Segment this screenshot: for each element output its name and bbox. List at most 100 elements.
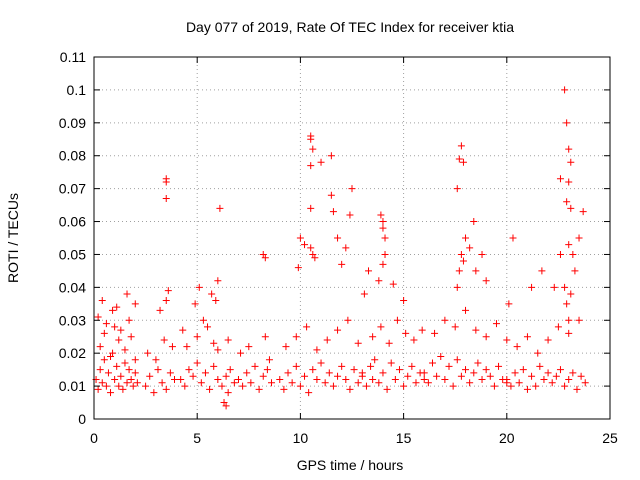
- data-point: [453, 356, 461, 364]
- data-point: [329, 208, 337, 216]
- data-point: [317, 359, 325, 367]
- data-point: [261, 333, 269, 341]
- data-point: [119, 385, 127, 393]
- data-point: [575, 316, 583, 324]
- data-point: [237, 349, 245, 357]
- data-point: [433, 372, 441, 380]
- data-point: [218, 382, 226, 390]
- data-point: [550, 283, 558, 291]
- y-tick-label: 0.02: [59, 345, 86, 361]
- data-point: [565, 145, 573, 153]
- data-point: [534, 349, 542, 357]
- data-point: [185, 366, 193, 374]
- data-point: [470, 369, 478, 377]
- data-point: [115, 382, 123, 390]
- data-point: [350, 366, 358, 374]
- data-point: [214, 277, 222, 285]
- data-point: [162, 297, 170, 305]
- data-point: [294, 264, 302, 272]
- data-point: [377, 211, 385, 219]
- data-point: [321, 379, 329, 387]
- data-point: [482, 277, 490, 285]
- data-point: [160, 336, 168, 344]
- data-point: [561, 283, 569, 291]
- data-point: [102, 382, 110, 390]
- data-point: [441, 376, 449, 384]
- data-point: [420, 376, 428, 384]
- data-point: [234, 376, 242, 384]
- data-point: [307, 204, 315, 212]
- data-point: [556, 366, 564, 374]
- data-point: [573, 385, 581, 393]
- data-point: [369, 376, 377, 384]
- data-point: [389, 280, 397, 288]
- data-point: [342, 376, 350, 384]
- data-point: [142, 382, 150, 390]
- data-point: [284, 369, 292, 377]
- data-point: [327, 191, 335, 199]
- data-point: [379, 218, 387, 226]
- data-point: [532, 382, 540, 390]
- y-tick-label: 0.04: [59, 279, 86, 295]
- data-point: [577, 372, 585, 380]
- data-point: [131, 369, 139, 377]
- data-point: [474, 359, 482, 367]
- data-point: [400, 297, 408, 305]
- data-point: [511, 369, 519, 377]
- data-point: [224, 336, 232, 344]
- data-point: [125, 316, 133, 324]
- data-point: [459, 257, 467, 265]
- data-point: [329, 382, 337, 390]
- data-point: [457, 372, 465, 380]
- plot-frame: [93, 56, 611, 420]
- data-point: [201, 369, 209, 377]
- data-point: [144, 349, 152, 357]
- data-point: [507, 382, 515, 390]
- data-point: [325, 369, 333, 377]
- data-point: [365, 267, 373, 275]
- data-point: [338, 260, 346, 268]
- data-point: [265, 356, 273, 364]
- data-point: [400, 382, 408, 390]
- data-point: [377, 323, 385, 331]
- data-point: [309, 366, 317, 374]
- data-point: [98, 379, 106, 387]
- data-point: [513, 343, 521, 351]
- data-point: [104, 369, 112, 377]
- data-point: [393, 316, 401, 324]
- data-point: [107, 389, 115, 397]
- data-point: [462, 234, 470, 242]
- data-point: [131, 356, 139, 364]
- x-tick-label: 25: [602, 430, 618, 446]
- data-point: [367, 362, 375, 370]
- data-point: [375, 277, 383, 285]
- data-point: [360, 290, 368, 298]
- data-point: [482, 366, 490, 374]
- y-tick-label: 0.06: [59, 214, 86, 230]
- y-tick-label: 0.1: [67, 82, 87, 98]
- data-point: [346, 211, 354, 219]
- data-point: [301, 241, 309, 249]
- data-point: [111, 376, 119, 384]
- data-point: [552, 372, 560, 380]
- data-point: [523, 385, 531, 393]
- data-point: [563, 300, 571, 308]
- data-point: [313, 376, 321, 384]
- data-point: [127, 333, 135, 341]
- data-point: [338, 362, 346, 370]
- data-point: [466, 244, 474, 252]
- data-point: [453, 283, 461, 291]
- data-point: [210, 362, 218, 370]
- data-point: [455, 155, 463, 163]
- data-point: [96, 366, 104, 374]
- data-point: [428, 359, 436, 367]
- y-axis-label: ROTI / TECUs: [5, 193, 21, 283]
- data-point: [509, 234, 517, 242]
- data-point: [379, 369, 387, 377]
- data-point: [212, 297, 220, 305]
- data-point: [268, 379, 276, 387]
- data-point: [358, 372, 366, 380]
- data-point: [307, 135, 315, 143]
- data-point: [544, 369, 552, 377]
